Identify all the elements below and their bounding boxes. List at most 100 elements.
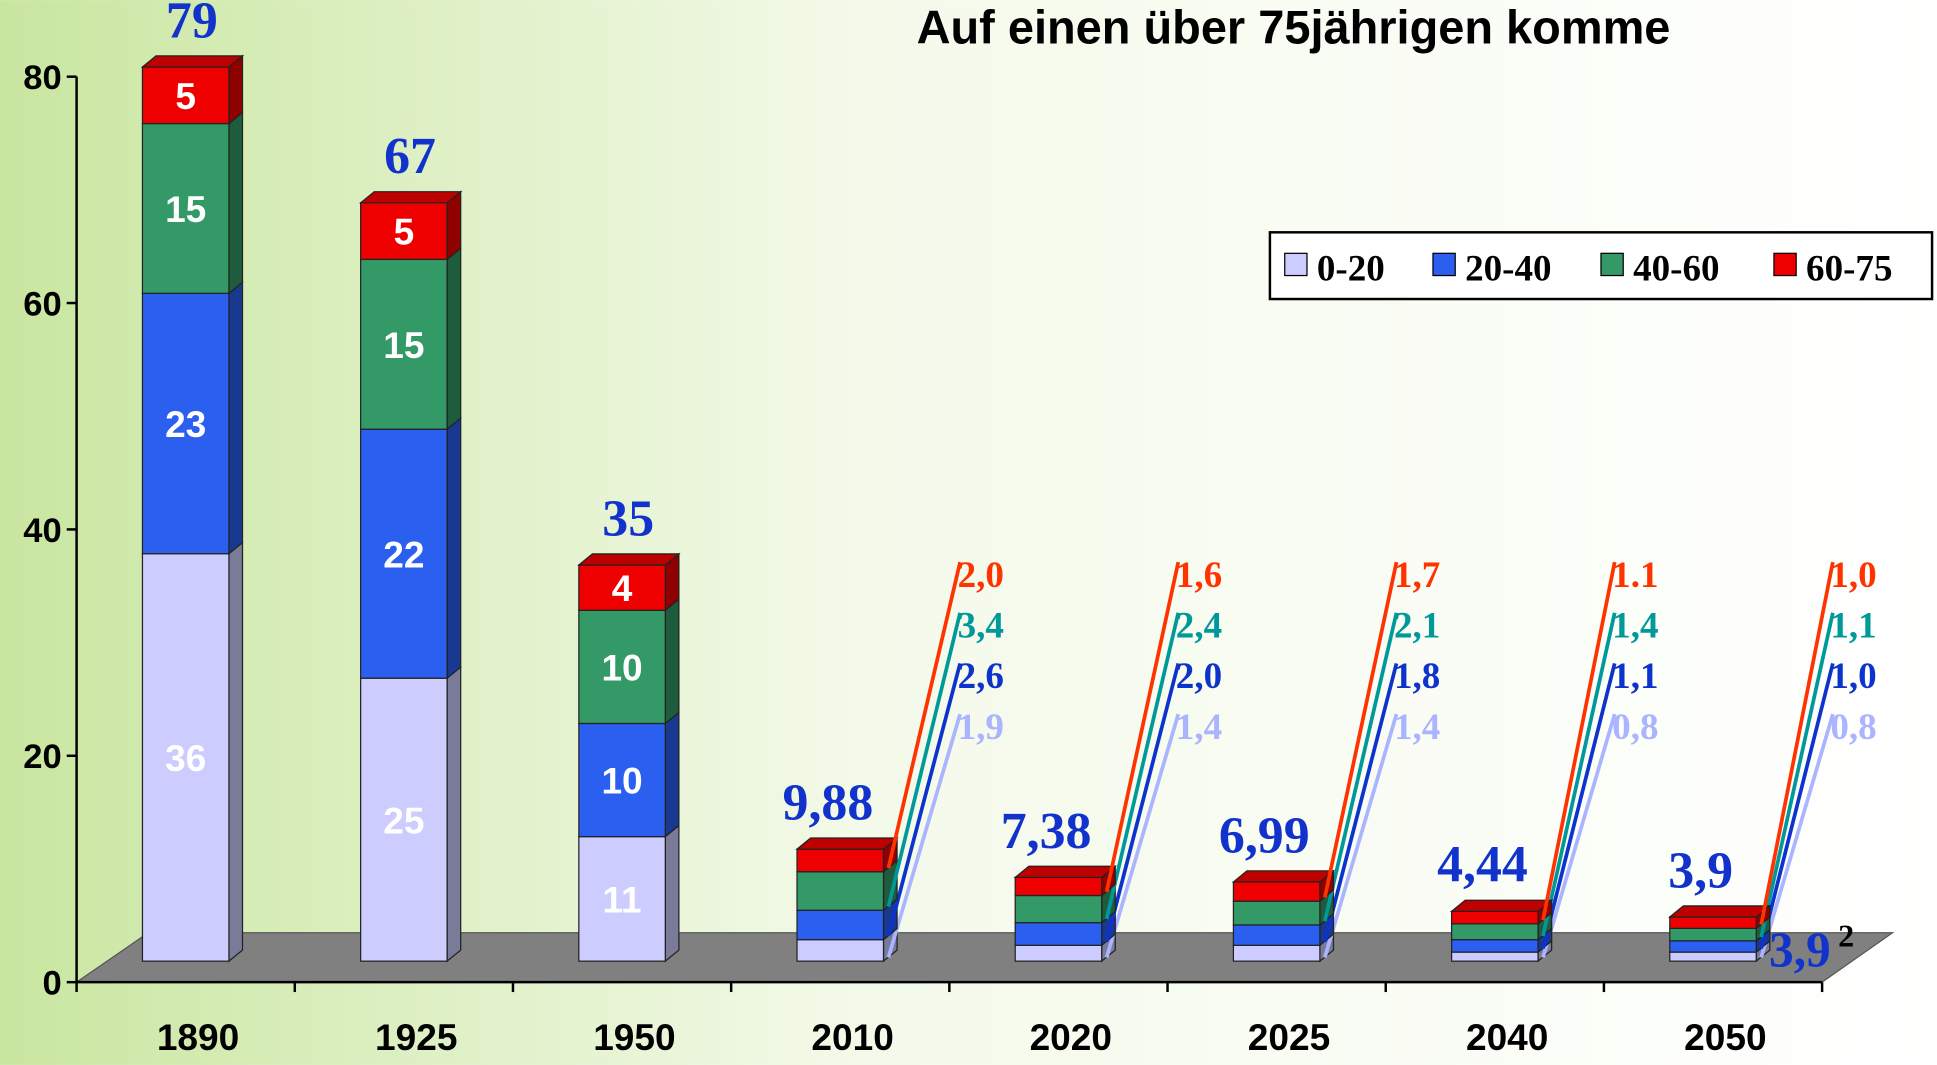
leader-line [1541,561,1617,921]
bar-segment [141,553,230,962]
floor [74,932,1895,983]
leader-line [1323,662,1399,943]
leader-line [1104,612,1181,920]
bar-label: 25 [383,799,424,841]
bar-segment [1014,876,1103,897]
bar-segment [1232,944,1321,962]
bar-top [795,837,899,850]
bar-segment [360,202,448,261]
legend-label: 40-60 [1633,248,1719,289]
annotation: 2 [1838,917,1854,953]
total-label: 79 [166,0,218,49]
legend-label: 0-20 [1317,248,1385,289]
bar-side [664,824,680,963]
bar-segment [1014,894,1103,924]
bar-segment [1669,916,1757,929]
bar-label: 22 [383,533,424,575]
bar-segment [141,292,230,555]
x-tick-label: 1890 [157,1016,239,1058]
bar-segment [1450,923,1539,941]
x-tick-label: 2010 [811,1016,893,1058]
bar-segment [1232,924,1321,946]
x-tick-label: 2050 [1684,1016,1766,1058]
bar-label: 0,8 [1612,707,1658,748]
bar-label: 1,0 [1830,656,1876,697]
bar-top [358,191,463,204]
bar-side [446,246,462,431]
bar-segment [141,122,230,294]
bar-side [446,665,462,963]
bar-label: 1,4 [1176,707,1222,748]
legend-swatch [1600,252,1624,277]
bar-side [228,280,244,555]
bar-top [577,553,681,566]
annotation: 3,9 [1769,922,1831,977]
leader-line [1323,612,1399,922]
bar-side [228,111,244,295]
leader-line [1104,713,1181,958]
bar-label: 2,0 [958,555,1004,596]
bar-segment [1669,940,1757,953]
bar-segment [1232,900,1321,926]
bar-segment [1669,927,1757,942]
legend-swatch [1284,252,1308,277]
leader-line [1541,713,1617,958]
bar-label: 2,4 [1176,606,1222,647]
total-label: 67 [384,128,436,185]
leader-line [1323,561,1399,898]
bar-label: 1,6 [1176,555,1222,596]
bar-segment [1014,944,1103,962]
bar-label: 1,1 [1612,656,1658,697]
leader-line [1104,561,1181,893]
legend-swatch [1773,252,1797,277]
leader-line [1759,612,1835,938]
bar-side [446,416,462,680]
bar-label: 15 [383,324,424,366]
total-label: 6,99 [1219,807,1310,864]
bar-label: 1,7 [1394,555,1440,596]
x-tick-label: 1950 [593,1016,675,1058]
bar-segment [796,939,885,962]
leader-line [886,612,962,907]
leader-line [1541,662,1617,949]
bar-segment [578,722,666,838]
bar-top [1449,899,1554,912]
bar-label: 2,6 [958,656,1004,697]
bar-segment [360,258,448,430]
bar-top [1231,870,1336,883]
bar-label: 0,8 [1830,707,1876,748]
bar-segment [796,871,885,911]
y-tick-label: 0 [43,965,62,1003]
leader-line [886,561,962,869]
total-label: 7,38 [1001,803,1092,860]
leader-line [1759,713,1835,958]
chart-title: Auf einen über 75jährigen komme [917,1,1671,53]
x-tick-label: 1925 [375,1016,457,1058]
bar-label: 1,9 [958,707,1004,748]
y-tick-label: 80 [23,59,61,97]
bar-label: 5 [175,75,196,117]
bar-segment [796,848,885,873]
bar-segment [1232,881,1321,902]
bar-label: 5 [394,211,415,253]
bar-label: 2,1 [1394,606,1440,647]
bar-side [664,711,680,838]
total-label: 4,44 [1437,836,1528,893]
bar-side [664,597,680,725]
bar-label: 15 [165,188,206,230]
bar-segment [796,909,885,941]
bar-label: 1,8 [1394,656,1440,697]
leader-line [1104,662,1181,943]
y-tick-label: 40 [23,512,61,550]
legend-label: 20-40 [1465,248,1551,289]
bar-label: 10 [601,646,642,688]
x-tick-label: 2040 [1466,1016,1548,1058]
bar-segment [1450,910,1539,925]
leader-line [1323,713,1399,958]
leader-line [886,713,962,958]
total-label: 35 [602,490,654,547]
bar-label: 1,0 [1830,555,1876,596]
total-label: 9,88 [783,775,874,832]
